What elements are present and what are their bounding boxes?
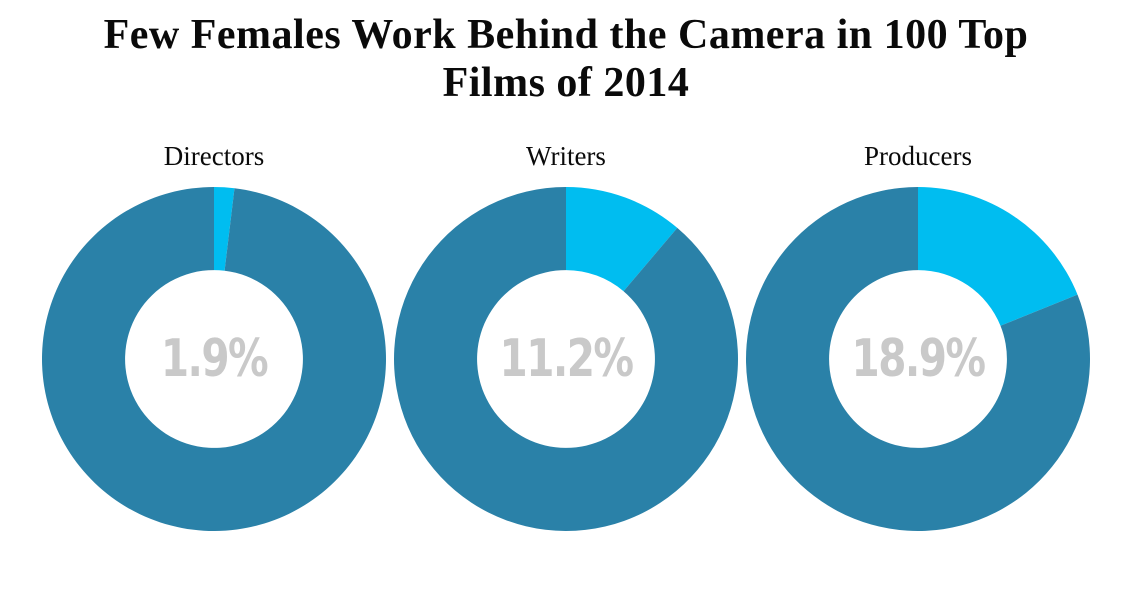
donut-segment-other <box>42 187 386 532</box>
donut-label-producers: Producers <box>864 140 972 171</box>
donut-segment-other <box>746 187 1090 532</box>
donut-segment-other <box>394 187 738 532</box>
donut-chart-writers: Writers 11.2% <box>394 140 738 532</box>
donut-segment-female <box>214 187 235 272</box>
donut-wrap-directors: 1.9% <box>42 187 386 532</box>
donut-segment-female <box>918 187 1078 327</box>
donut-label-directors: Directors <box>163 140 265 171</box>
donut-svg-writers <box>394 187 738 532</box>
donut-chart-producers: Producers 18.9% <box>746 140 1090 532</box>
donut-segment-female <box>566 187 678 292</box>
chart-title: Few Females Work Behind the Camera in 10… <box>0 0 1132 108</box>
chart-title-line-1: Few Females Work Behind the Camera in 10… <box>103 12 1029 58</box>
donut-svg-directors <box>42 187 386 532</box>
donut-charts-row: Directors 1.9% Writers 11.2% Producers 1… <box>0 140 1132 532</box>
donut-svg-producers <box>746 187 1090 532</box>
donut-wrap-producers: 18.9% <box>746 187 1090 532</box>
donut-wrap-writers: 11.2% <box>394 187 738 532</box>
donut-label-writers: Writers <box>526 140 606 171</box>
chart-title-line-2: Films of 2014 <box>442 59 690 106</box>
donut-chart-directors: Directors 1.9% <box>42 140 386 532</box>
